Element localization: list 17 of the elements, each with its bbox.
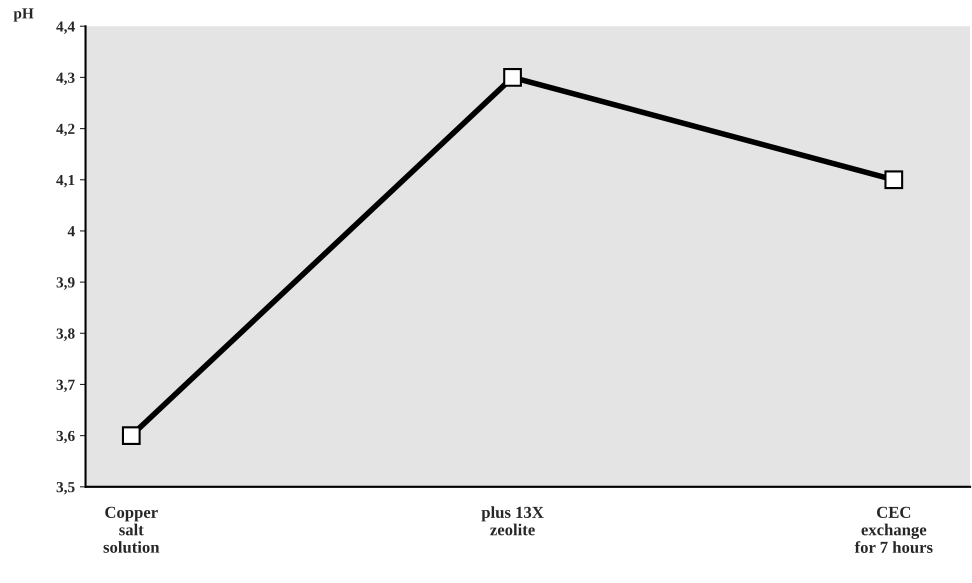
- x-tick-label: CEC exchange for 7 hours: [854, 506, 933, 554]
- y-tick-label: 4,4: [56, 21, 75, 34]
- y-tick-label: 3,6: [56, 430, 75, 444]
- y-tick-label: 4,2: [56, 124, 74, 136]
- y-axis-title: pH: [14, 8, 34, 22]
- point: [122, 426, 141, 446]
- y-tick-label: 3,8: [56, 328, 75, 341]
- y-tick-label: 3,5: [56, 482, 75, 494]
- y-tick-label: 3,7: [56, 380, 75, 392]
- x-tick-label: plus 13X zeolite: [481, 506, 544, 536]
- x-tick-label: Copper salt solution: [104, 506, 160, 553]
- y-tick-label: 4: [68, 226, 75, 236]
- y-tick-label: 4,1: [56, 174, 74, 188]
- point: [503, 68, 522, 87]
- y-tick-label: 3,9: [56, 277, 75, 290]
- y-tick-label: 4,3: [56, 72, 75, 86]
- point: [884, 170, 904, 190]
